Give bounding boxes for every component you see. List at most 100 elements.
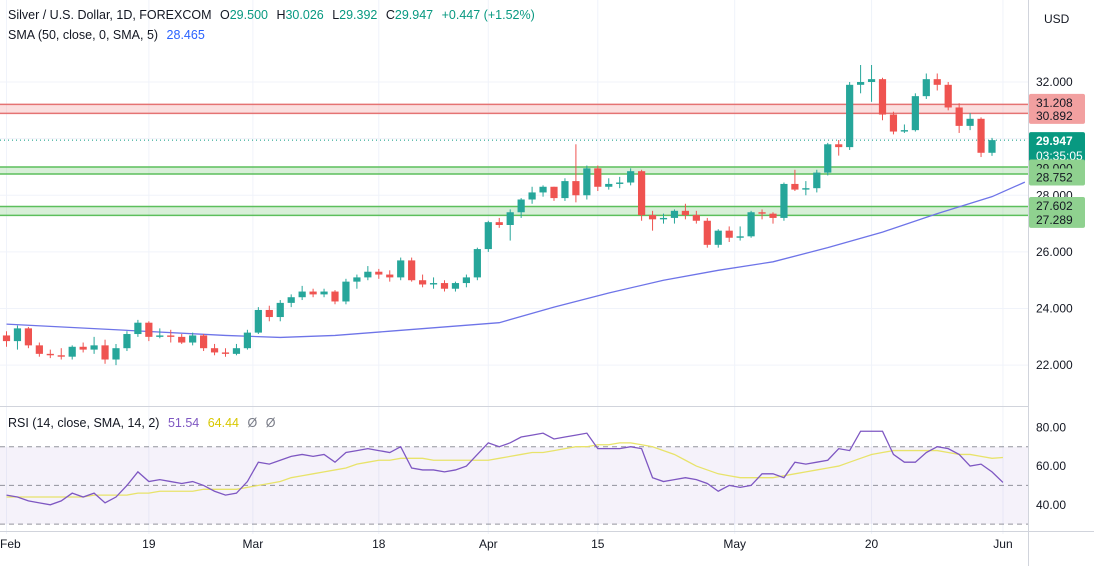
candle-body — [506, 212, 514, 225]
candle-body — [944, 84, 952, 108]
candle-body — [791, 183, 799, 190]
price-label-box — [1029, 168, 1085, 186]
candle-body — [703, 220, 711, 245]
rsi-extra-2: Ø — [265, 416, 276, 430]
candle-body — [780, 183, 788, 218]
candle-body — [824, 144, 832, 173]
candle-body — [309, 291, 317, 295]
candle-body — [813, 172, 821, 189]
candle-body — [90, 345, 98, 350]
price-label-text: 31.208 — [1036, 96, 1073, 110]
candle-body — [462, 277, 470, 284]
candle-body — [134, 322, 142, 335]
candle-body — [495, 222, 503, 225]
candle-body — [955, 107, 963, 126]
price-label-text: 28.752 — [1036, 170, 1073, 184]
candle-body — [977, 118, 985, 153]
candle-body — [692, 215, 700, 221]
candle-body — [769, 213, 777, 218]
candle-body — [517, 199, 525, 213]
support-zone — [0, 166, 1028, 174]
candle-body — [561, 181, 569, 199]
candle-body — [857, 81, 865, 85]
time-tick-label: May — [723, 537, 746, 551]
candle-body — [648, 215, 657, 220]
candle-body — [846, 84, 854, 148]
ohlc-low: L29.392 — [332, 8, 378, 22]
candle-body — [232, 348, 241, 354]
candle-body — [386, 274, 394, 278]
rsi-tick-label: 40.00 — [1036, 498, 1066, 512]
candle-body — [35, 345, 43, 354]
support-zone — [0, 206, 1028, 216]
candle-body — [451, 283, 460, 289]
currency-button[interactable]: USD — [1036, 6, 1086, 32]
candle-body — [265, 309, 273, 318]
price-tick-label: 26.000 — [1036, 245, 1073, 259]
candle-body — [878, 79, 887, 115]
candle-body — [342, 281, 350, 302]
candle-body — [298, 291, 306, 298]
candle-body — [200, 335, 208, 349]
candle-body — [408, 260, 416, 281]
candle-body — [440, 283, 449, 289]
rsi-tick-label: 60.00 — [1036, 459, 1066, 473]
symbol-title: Silver / U.S. Dollar, 1D, FOREXCOM — [8, 8, 212, 22]
ohlc-high: H30.026 — [276, 8, 324, 22]
candle-body — [145, 322, 153, 337]
resistance-zone — [0, 104, 1028, 114]
candle-body — [287, 297, 295, 303]
price-zones — [0, 103, 1028, 217]
candle-body — [221, 352, 230, 354]
sma-path — [6, 181, 1026, 339]
rsi-line — [6, 430, 1004, 506]
candle-body — [353, 277, 361, 282]
candle-body — [911, 96, 919, 131]
candle-body — [79, 346, 87, 350]
time-tick-label: Apr — [479, 537, 498, 551]
candle-body — [101, 345, 109, 360]
candle-body — [550, 186, 558, 199]
sma-label: SMA (50, close, 0, SMA, 5) — [8, 28, 159, 42]
candle-body — [429, 283, 438, 285]
price-tick-label: 22.000 — [1036, 358, 1073, 372]
price-label-box — [1029, 106, 1085, 124]
sma-value: 28.465 — [166, 28, 205, 42]
rsi-ma-line — [6, 442, 1004, 498]
price-label-text: 30.892 — [1036, 109, 1073, 123]
candle-body — [397, 260, 405, 278]
candle-body — [276, 302, 284, 318]
time-tick-label: Mar — [243, 537, 264, 551]
candle-body — [484, 222, 492, 250]
price-label-box — [1029, 210, 1085, 228]
rsi-label: RSI (14, close, SMA, 14, 2) — [8, 416, 160, 430]
candle-body — [473, 249, 481, 278]
candle-body — [736, 236, 744, 238]
candle-body — [681, 210, 689, 216]
candle-body — [802, 188, 810, 190]
candle-body — [889, 114, 898, 132]
candle-body — [331, 291, 339, 302]
candle-body — [594, 168, 602, 187]
sma-legend: SMA (50, close, 0, SMA, 5) 28.465 — [8, 28, 210, 42]
candle-body — [758, 212, 766, 214]
candle-body — [156, 335, 164, 337]
candle-body — [572, 181, 580, 196]
time-tick-label: 15 — [591, 537, 605, 551]
candle-body — [988, 140, 996, 153]
ohlc-open: O29.500 — [220, 8, 268, 22]
candle-body — [638, 171, 646, 216]
time-tick-label: Feb — [0, 537, 21, 551]
candle-body — [123, 334, 131, 349]
price-tick-label: 32.000 — [1036, 75, 1073, 89]
candle-body — [419, 280, 427, 285]
candle-body — [375, 271, 383, 275]
candle-body — [670, 210, 679, 218]
candle-body — [659, 217, 668, 220]
candle-body — [46, 353, 54, 356]
candle-body — [922, 79, 930, 97]
candle-body — [747, 212, 755, 237]
candle-body — [24, 328, 32, 346]
candle-body — [539, 186, 547, 193]
